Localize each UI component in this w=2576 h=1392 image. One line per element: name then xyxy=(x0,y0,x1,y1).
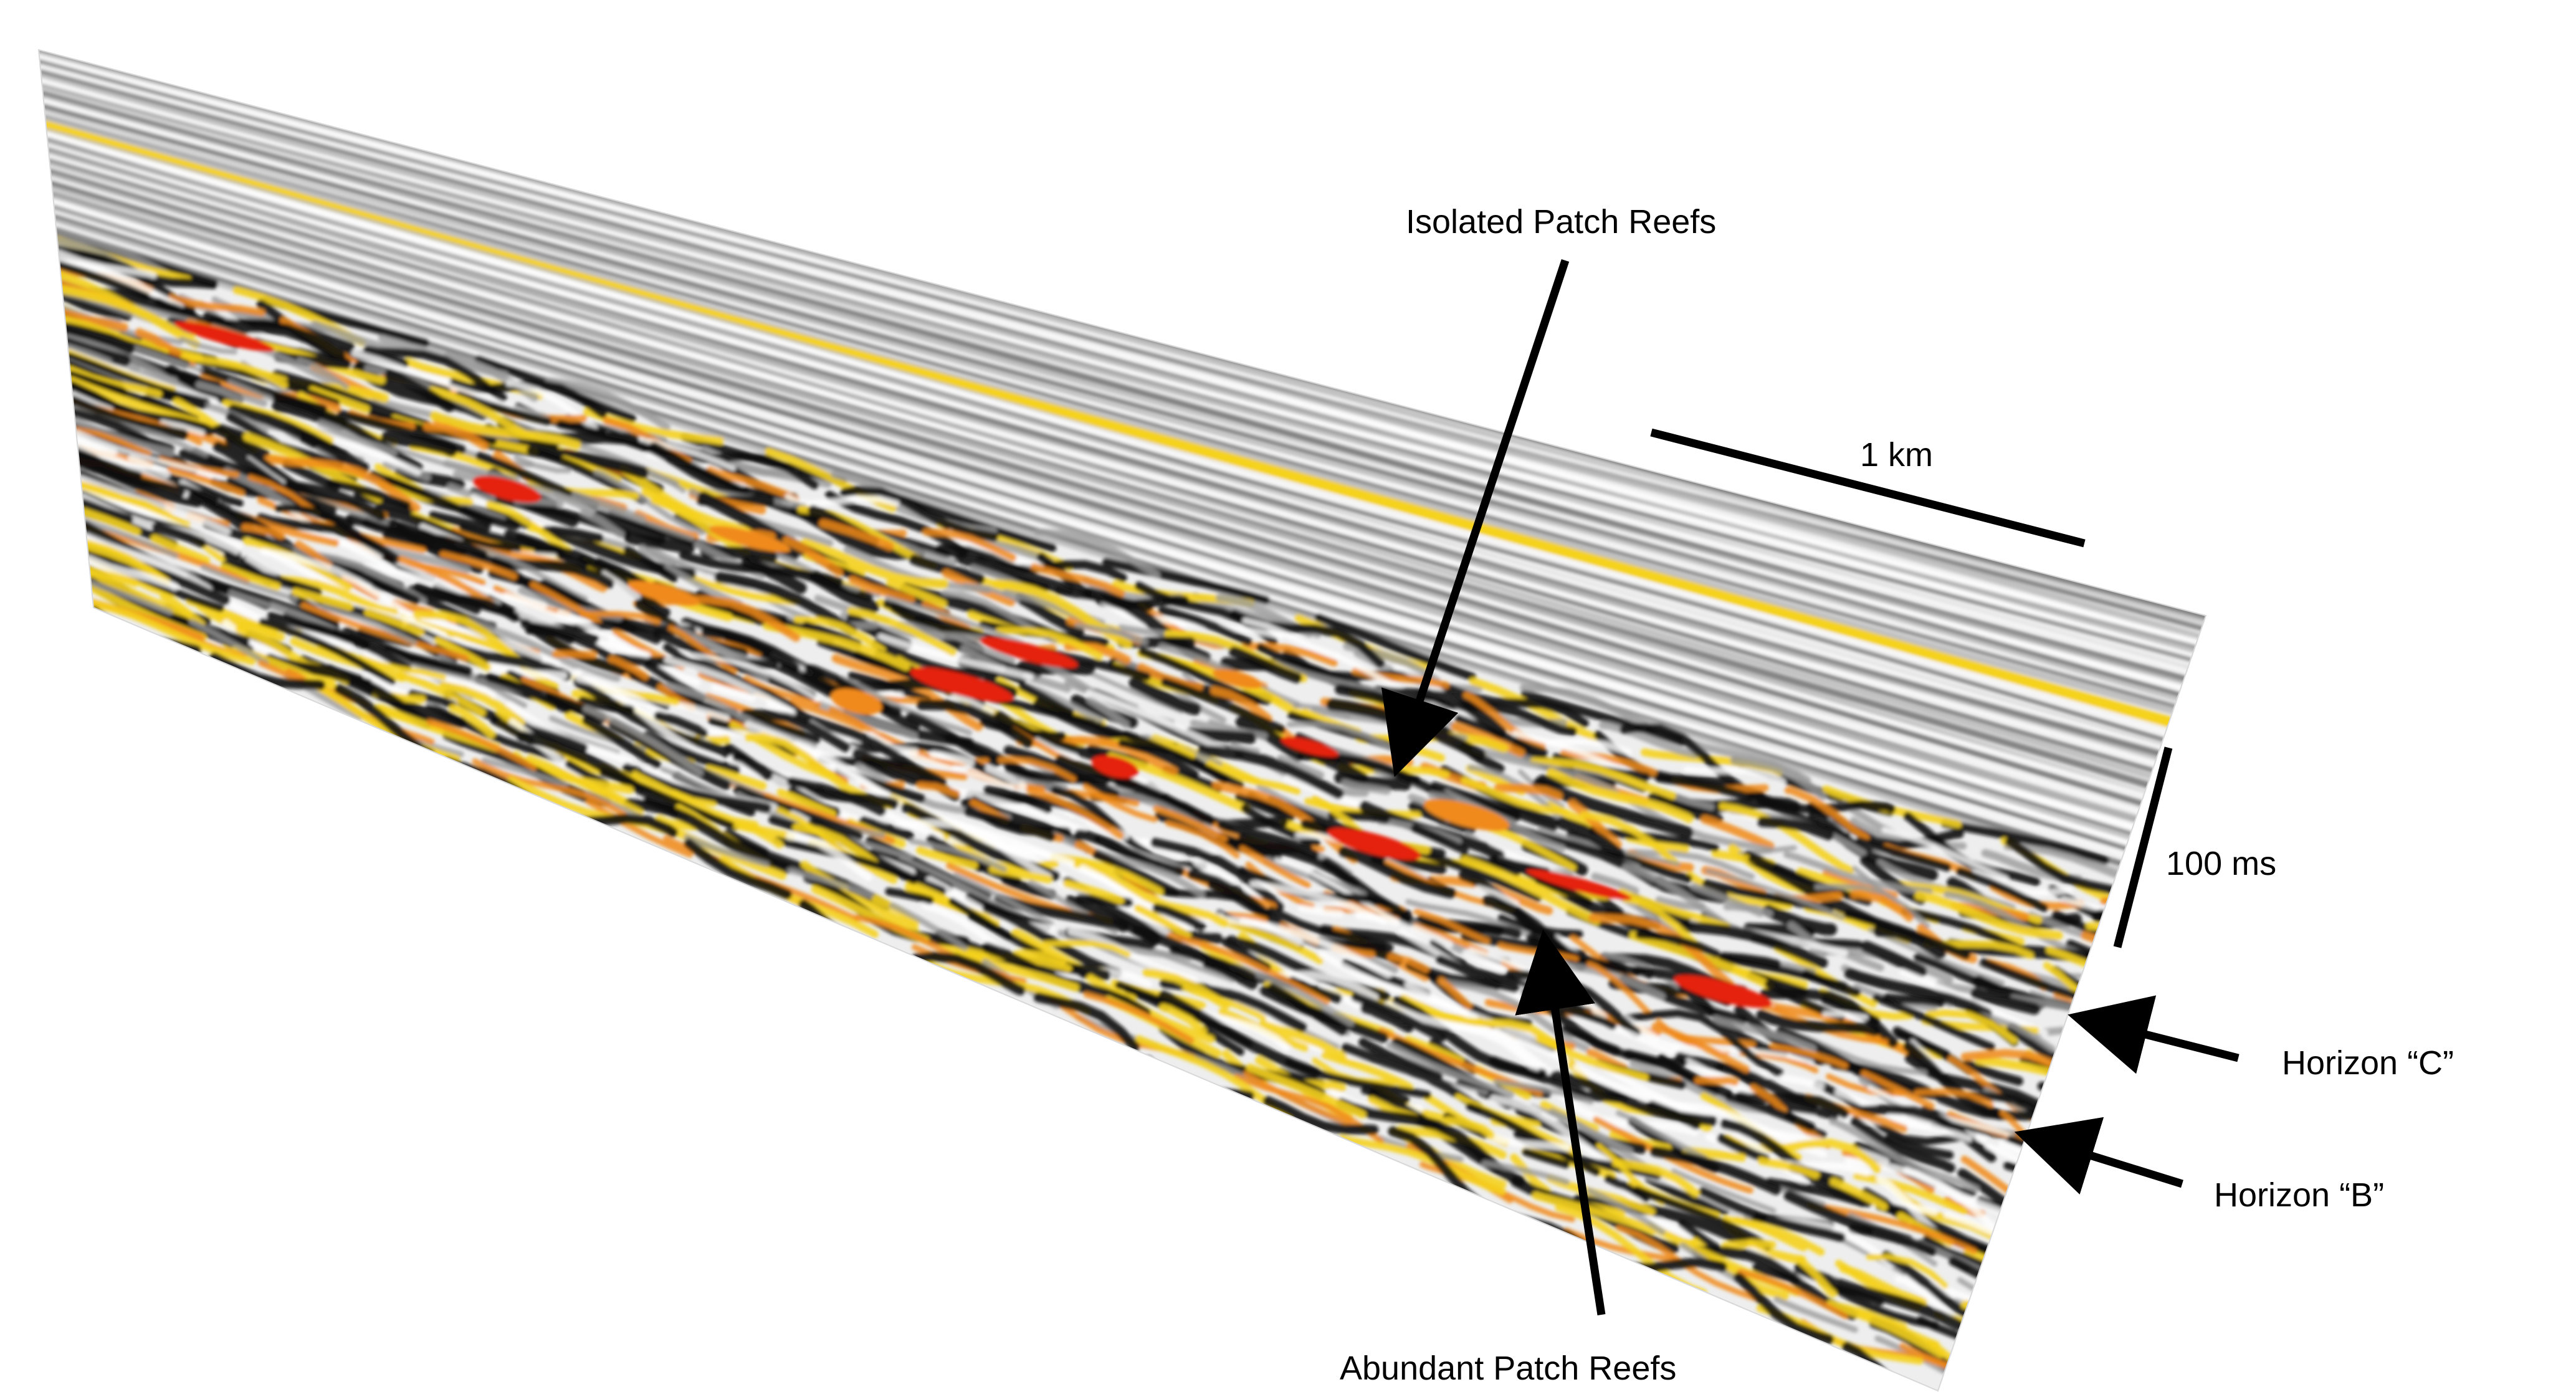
reef-reflection xyxy=(1327,827,1421,860)
seismic-reflector xyxy=(43,131,2170,735)
reef-reflection xyxy=(1212,669,1262,689)
seismic-reflector xyxy=(83,543,1983,1279)
label-scale-1km: 1 km xyxy=(1860,436,1933,474)
label-horizon-c: Horizon “C” xyxy=(2282,1044,2454,1082)
seismic-reflector xyxy=(60,322,2075,1019)
reef-reflection xyxy=(831,688,882,715)
seismic-reflector xyxy=(39,90,2188,683)
seismic-reflector xyxy=(61,337,2073,1024)
seismic-reflector xyxy=(79,493,1987,1265)
seismic-reflector xyxy=(62,323,2079,1000)
seismic-reflector xyxy=(57,290,2095,958)
seismic-reflector xyxy=(84,551,1963,1333)
reef-reflection xyxy=(1674,975,1772,1008)
seismic-reflector xyxy=(83,548,1970,1318)
scale-bar-vertical xyxy=(2113,746,2173,948)
reef-reflection xyxy=(1526,869,1632,900)
seismic-reflector xyxy=(64,344,2075,1010)
seismic-reflector xyxy=(66,359,2059,1055)
arrow-isolated-patch-reefs xyxy=(1381,259,1570,778)
seismic-reflector xyxy=(85,565,1962,1340)
seismic-reflector xyxy=(70,422,2030,1143)
seismic-reflectors xyxy=(39,50,2206,1391)
arrow-horizon-b xyxy=(2014,1117,2183,1195)
arrow-abundant-patch-reefs xyxy=(1515,929,1606,1315)
seismic-reflector xyxy=(39,74,2197,653)
seismic-reflector xyxy=(52,204,2133,836)
seismic-reflector xyxy=(54,250,2116,895)
seismic-reflector xyxy=(79,489,1996,1236)
label-horizon-b: Horizon “B” xyxy=(2214,1176,2384,1214)
seismic-reflector xyxy=(49,180,2144,806)
seismic-reflector xyxy=(67,381,2038,1119)
seismic-reflector xyxy=(70,396,2035,1122)
seismic-reflector xyxy=(55,280,2109,929)
seismic-reflector xyxy=(50,198,2137,832)
seismic-reflector xyxy=(80,508,1988,1262)
seismic-panel-edge xyxy=(37,49,2207,1392)
seismic-reflector xyxy=(47,161,2154,779)
seismic-section xyxy=(37,49,2207,1392)
seismic-reflector xyxy=(75,457,2011,1194)
seismic-reflector xyxy=(66,370,2053,1073)
reef-reflection xyxy=(1423,799,1510,831)
reef-reflection xyxy=(910,667,1013,702)
seismic-reflector xyxy=(43,114,2177,708)
seismic-reflector xyxy=(79,507,1991,1257)
seismic-reflector xyxy=(39,64,2200,646)
reef-reflection xyxy=(1091,755,1139,779)
seismic-reflector xyxy=(82,518,1977,1292)
seismic-reflector xyxy=(45,144,2163,751)
reef-reflection xyxy=(709,526,790,553)
seismic-reflector xyxy=(87,583,1953,1363)
seismic-reflector xyxy=(61,305,2080,993)
seismic-reflector xyxy=(41,103,2182,697)
label-isolated-patch-reefs: Isolated Patch Reefs xyxy=(1406,203,1716,241)
seismic-reflector xyxy=(48,173,2147,797)
seismic-reflector xyxy=(55,249,2117,897)
seismic-reflector xyxy=(64,343,2066,1037)
arrow-horizon-c xyxy=(2068,995,2240,1074)
reef-reflection xyxy=(472,475,541,503)
seismic-reflector xyxy=(40,95,2186,687)
seismic-reflector xyxy=(71,417,2029,1145)
scale-bar-horizontal xyxy=(1650,428,2086,548)
seismic-reflector xyxy=(52,214,2129,851)
seismic-reflector xyxy=(69,391,2038,1112)
reef-reflection xyxy=(1281,737,1339,757)
label-scale-100ms: 100 ms xyxy=(2166,845,2276,882)
seismic-reflector xyxy=(39,77,2195,660)
seismic-reflector xyxy=(74,441,2021,1163)
seismic-reflector xyxy=(57,280,2099,943)
seismic-reflector xyxy=(42,115,2177,715)
reef-reflection xyxy=(980,637,1078,668)
label-abundant-patch-reefs: Abundant Patch Reefs xyxy=(1340,1350,1676,1387)
seismic-reflector xyxy=(85,566,1953,1362)
reef-reflection xyxy=(174,322,275,352)
seismic-reflector xyxy=(76,470,2006,1213)
annotations: Isolated Patch Reefs Abundant Patch Reef… xyxy=(1340,203,2454,1387)
seismic-reflector xyxy=(42,109,2179,702)
reef-reflection xyxy=(627,580,700,606)
